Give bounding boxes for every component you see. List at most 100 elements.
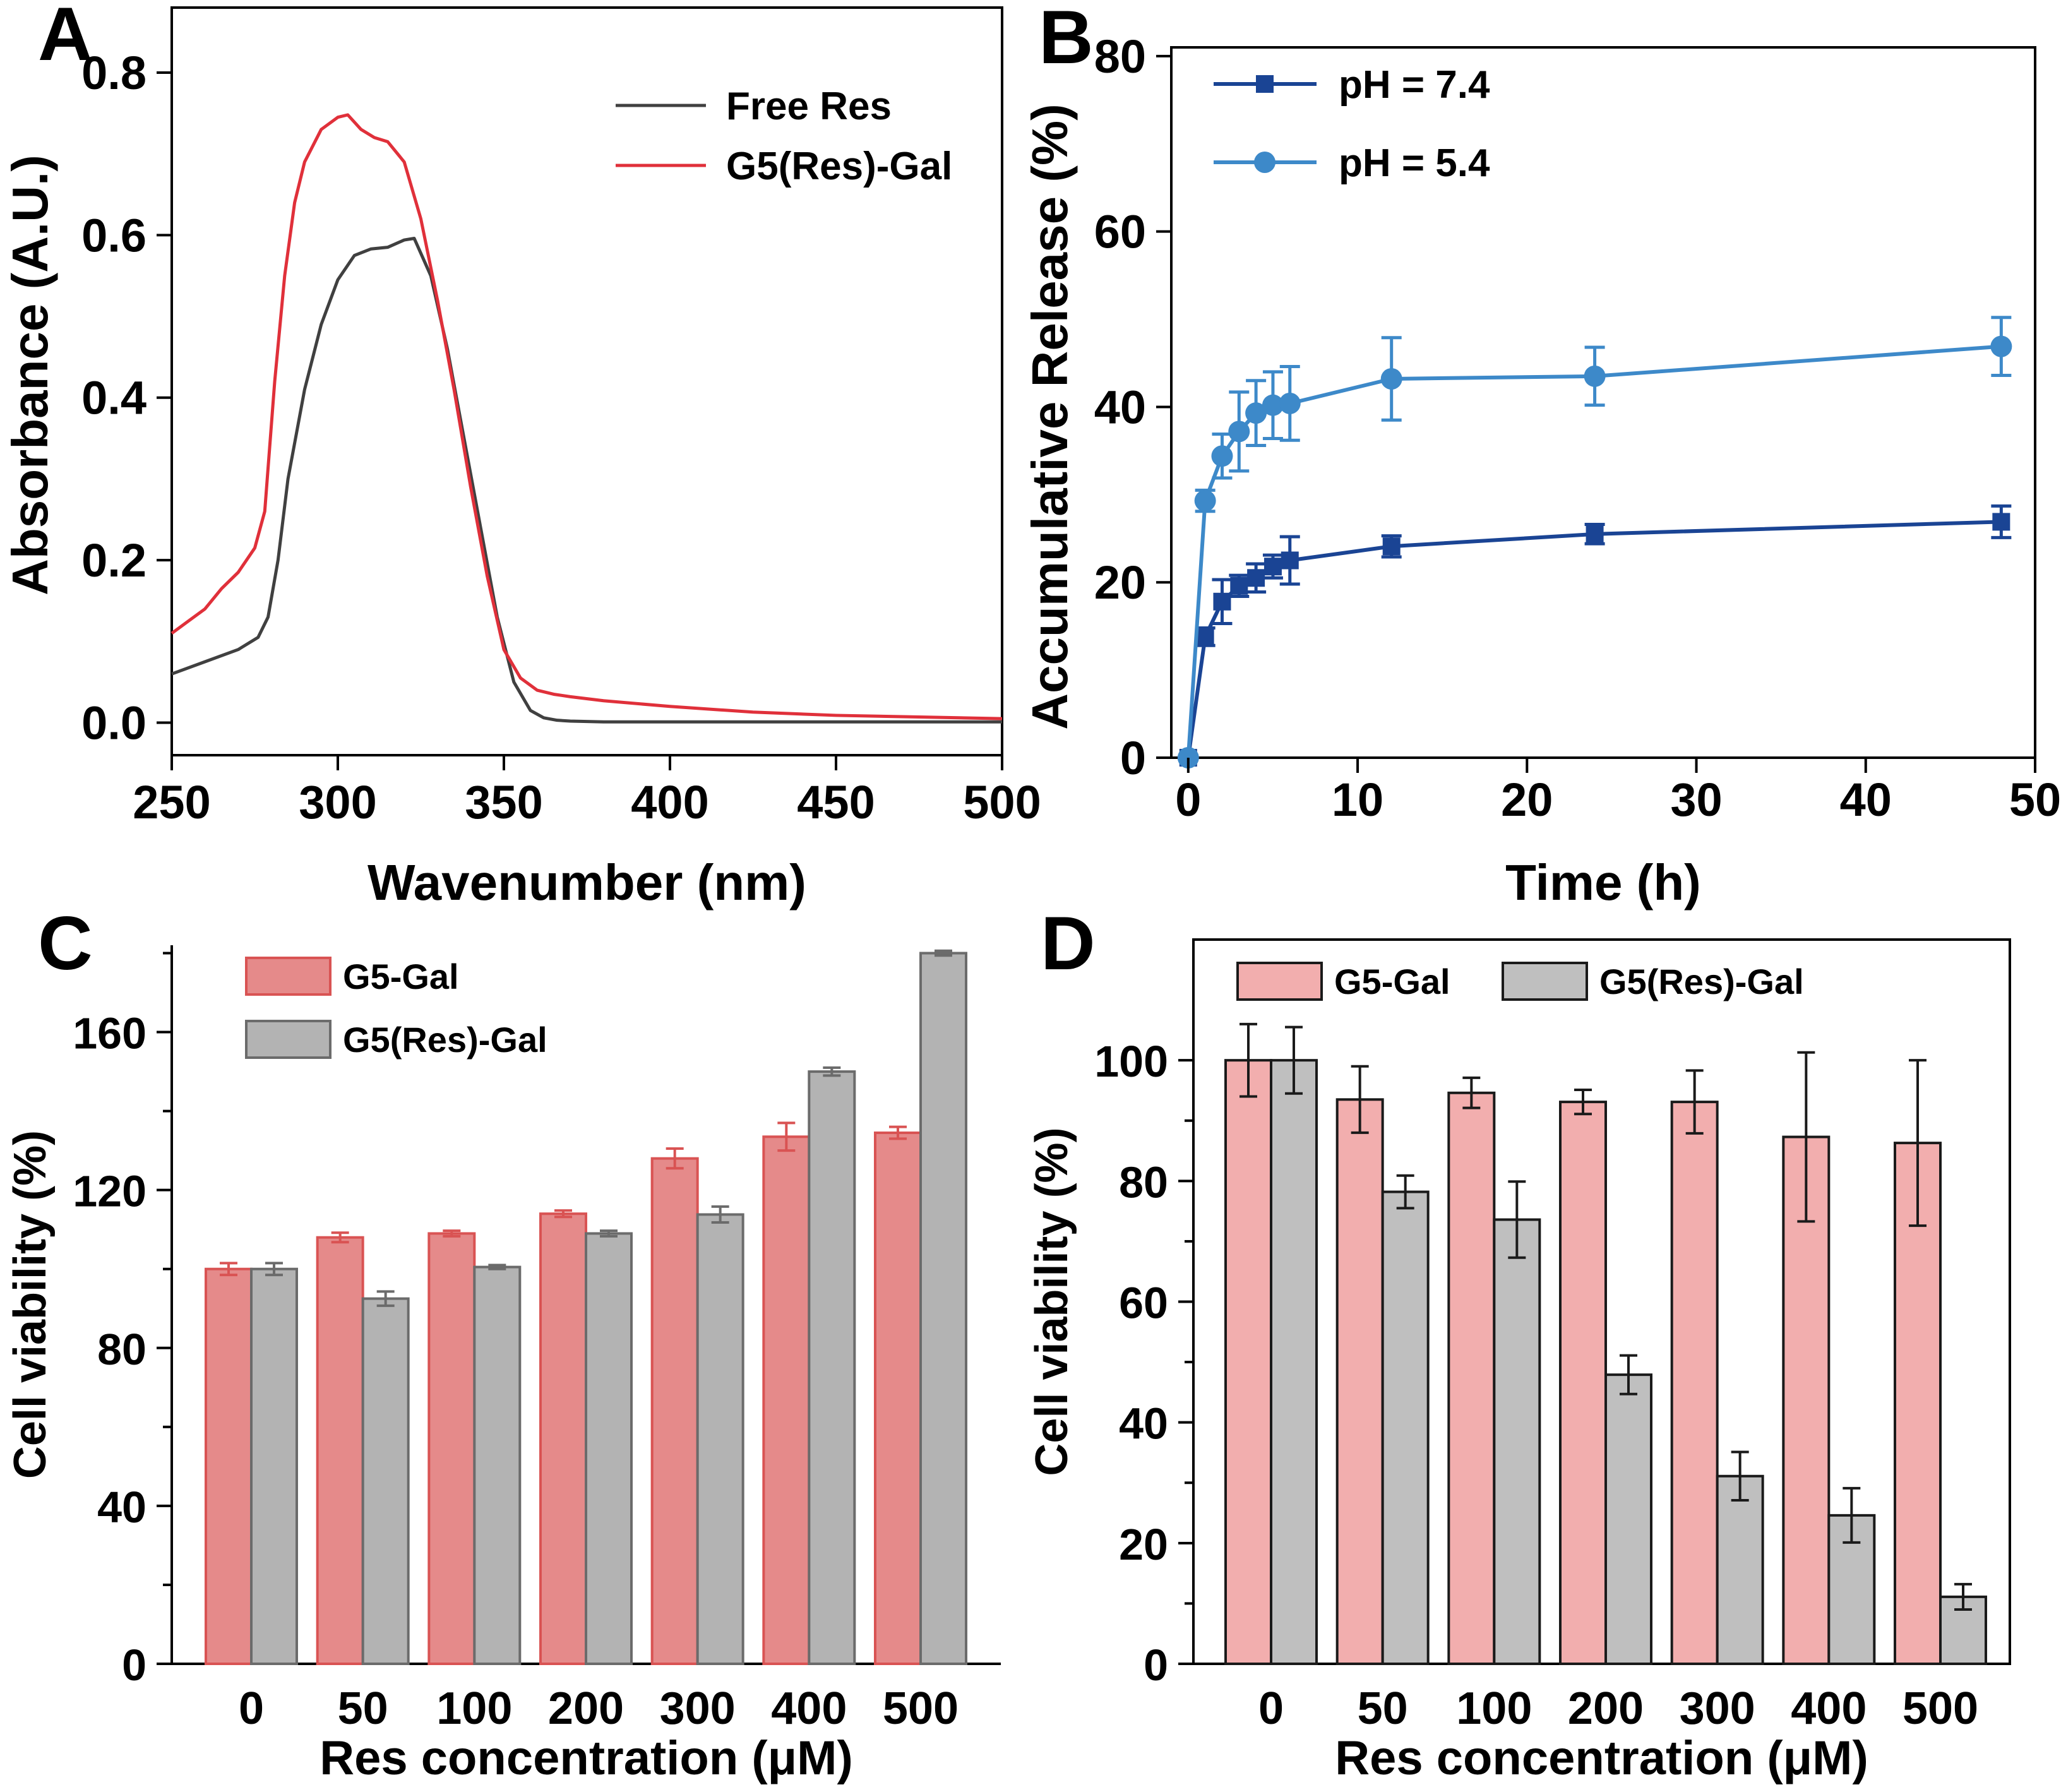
panel-c-legend-label-1: G5(Res)-Gal (343, 1020, 547, 1060)
panel-d-y-tick-label: 20 (1119, 1520, 1168, 1569)
panel-b-x-axis-title: Time (h) (1505, 854, 1701, 911)
panel-a-y-tick-label: 0.8 (81, 47, 146, 99)
panel-c-x-tick-label: 100 (436, 1683, 512, 1734)
panel-d-y-tick-label: 60 (1119, 1279, 1168, 1328)
panel-a-legend-label-0: Free Res (726, 85, 892, 128)
panel-b-legend-label-1: pH = 5.4 (1339, 141, 1490, 185)
panel-d-x-tick-label: 500 (1903, 1683, 1978, 1734)
panel-c-x-tick-label: 400 (771, 1683, 847, 1734)
panel-a-x-tick-label: 500 (963, 776, 1041, 828)
panel-c-y-tick-label: 0 (122, 1640, 146, 1690)
panel-c-y-tick-label: 120 (73, 1167, 146, 1216)
panel-d-legend-swatch-1 (1502, 962, 1588, 1001)
panel-d-y-tick-label: 0 (1144, 1640, 1168, 1690)
panel-c-bar-1 (250, 1267, 298, 1665)
panel-b-series-0-point (1992, 513, 2010, 531)
panel-d-bar-0 (1782, 1135, 1831, 1665)
panel-d-bar-1 (1716, 1474, 1764, 1665)
panel-c-bar-0 (316, 1236, 364, 1665)
panel-d-bar-1 (1381, 1190, 1430, 1665)
panel-a-plot-frame (170, 6, 1003, 756)
panel-d-bar-0 (1224, 1059, 1272, 1665)
panel-a-x-tick-label: 400 (631, 776, 708, 828)
panel-c-x-tick-label: 300 (660, 1683, 736, 1734)
panel-d-x-tick-label: 100 (1456, 1683, 1532, 1734)
panel-a-y-tick-label: 0.4 (81, 372, 146, 424)
panel-b-x-tick-label: 50 (2009, 774, 2061, 826)
panel-b-series-0-point (1263, 558, 1282, 576)
panel-a-series-1-line (170, 113, 1003, 720)
panel-a-y-tick-label: 0.0 (81, 697, 146, 750)
panel-c-x-tick-label: 50 (338, 1683, 388, 1734)
panel-c-bar-0 (427, 1232, 476, 1665)
panel-c-bar-1 (585, 1232, 633, 1665)
panel-a-x-axis-title: Wavenumber (nm) (367, 854, 806, 911)
panel-c-legend-swatch-0 (245, 957, 332, 996)
panel-d-legend-label-1: G5(Res)-Gal (1599, 962, 1804, 1001)
panel-d-y-tick-label: 100 (1094, 1037, 1168, 1086)
panel-d-x-tick-label: 200 (1568, 1683, 1644, 1734)
panel-d-x-tick-label: 400 (1791, 1683, 1867, 1734)
panel-b-series-0-point (1196, 628, 1214, 646)
panel-c-x-tick-label: 500 (883, 1683, 959, 1734)
panel-a-label: A (38, 0, 93, 76)
panel-b-legend-label-0: pH = 7.4 (1339, 63, 1490, 107)
panel-b-label: B (1039, 0, 1094, 80)
panel-b-series-1-point (1279, 392, 1301, 414)
panel-c-label: C (38, 901, 93, 986)
panel-b-legend-marker-0 (1256, 75, 1274, 93)
panel-c-x-tick-label: 200 (548, 1683, 624, 1734)
panel-b-series-1-line (1186, 344, 2002, 758)
panel-b-y-tick-label: 60 (1094, 206, 1146, 258)
panel-c-x-axis-title: Res concentration (μM) (320, 1731, 853, 1785)
panel-a-y-tick-label: 0.2 (81, 534, 146, 587)
panel-b: 0 10 20 30 40 50 0 20 40 60 80 Time (h) Accumulative… (1022, 0, 2061, 911)
panel-c-y-tick-label: 40 (97, 1483, 146, 1532)
panel-c-bar-1 (361, 1297, 410, 1665)
panel-b-series-1-point (1245, 402, 1267, 424)
panel-a-x-tick-label: 450 (797, 776, 875, 828)
panel-b-plot-frame (1170, 46, 2036, 759)
panel-d-x-tick-label: 300 (1680, 1683, 1755, 1734)
panel-a-x-tick-label: 300 (299, 776, 376, 828)
panel-d-x-tick-label: 0 (1258, 1683, 1284, 1734)
panel-d-x-axis-title: Res concentration (μM) (1335, 1731, 1868, 1785)
panel-c-bar-0 (205, 1267, 253, 1665)
panel-b-series-1-point (1584, 365, 1606, 387)
panel-c-y-tick-label: 160 (73, 1009, 146, 1058)
panel-d-y-tick-label: 40 (1119, 1399, 1168, 1449)
panel-a-y-tick-label: 0.6 (81, 209, 146, 261)
panel-b-series-1-point (1211, 445, 1233, 467)
panel-b-x-tick-label: 30 (1670, 774, 1722, 826)
panel-d-label: D (1041, 901, 1096, 986)
panel-b-y-tick-label: 0 (1120, 732, 1146, 784)
panel-c-legend-swatch-1 (245, 1020, 332, 1059)
panel-c-y-tick-label: 80 (97, 1325, 146, 1374)
panel-c-x-tick-label: 0 (239, 1683, 264, 1734)
panel-b-series-0-point (1230, 576, 1248, 595)
panel-a-y-axis-title: Absorbance (A.U.) (2, 155, 58, 595)
panel-b-series-0-line (1186, 520, 2002, 758)
panel-d-bar-1 (1270, 1059, 1318, 1665)
panel-b-series-0-point (1213, 592, 1231, 611)
panel-d-bar-0 (1447, 1091, 1496, 1665)
panel-c: 0 50 100 200 300 400 500 0 40 80 120 160 Res concent… (5, 901, 1001, 1785)
panel-b-series-0-point (1382, 537, 1401, 556)
panel-b-series-1-point (1194, 490, 1216, 512)
panel-b-x-tick-label: 40 (1840, 774, 1892, 826)
panel-b-series-1-point (1262, 394, 1284, 416)
panel-b-series-1-point (1228, 421, 1250, 443)
panel-d-y-axis-title: Cell viability (%) (1027, 1127, 1077, 1476)
panel-c-bar-1 (696, 1213, 744, 1665)
panel-a-x-tick-label: 350 (465, 776, 542, 828)
panel-b-series-1-point (1380, 368, 1402, 390)
panel-c-bar-0 (650, 1157, 699, 1665)
panel-c-y-axis-title: Cell viability (%) (5, 1130, 56, 1479)
panel-b-y-tick-label: 80 (1094, 30, 1146, 83)
panel-b-y-axis-title: Accumulative Release (%) (1022, 104, 1078, 730)
panel-d-bar-0 (1559, 1101, 1607, 1665)
panel-c-bar-0 (762, 1135, 811, 1666)
panel-a-x-tick-label: 250 (133, 776, 210, 828)
panel-b-series-0-point (1247, 569, 1265, 587)
